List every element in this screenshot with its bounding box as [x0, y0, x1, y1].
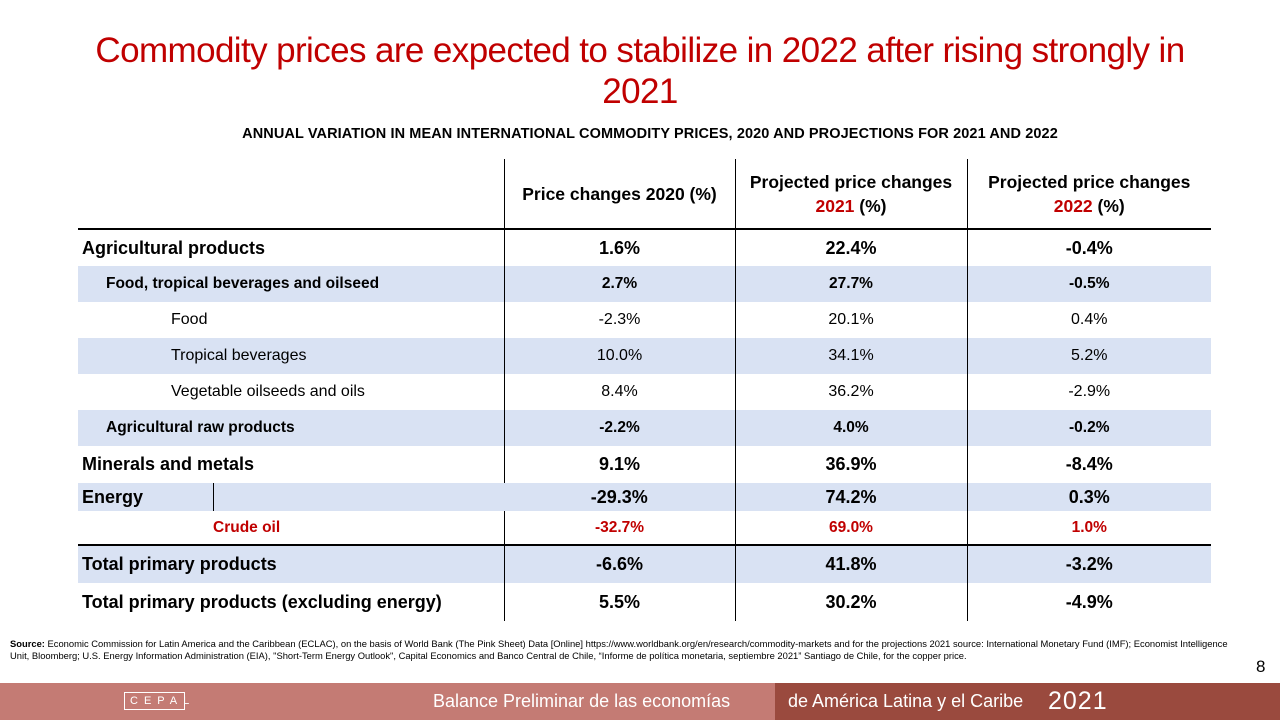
header-2022-year: 2022: [1053, 195, 1093, 216]
footer-bar: CEPAL Balance Preliminar de las economía…: [0, 683, 1280, 720]
header-2021-year: 2021: [815, 195, 855, 216]
value-2020: 8.4%: [503, 374, 735, 410]
footer-text-left: Balance Preliminar de las economías: [433, 691, 731, 711]
value-2022: 0.4%: [966, 302, 1211, 338]
value-2022: -0.2%: [966, 410, 1211, 446]
value-2021: 4.0%: [734, 410, 967, 446]
value-2021: 74.2%: [734, 483, 967, 511]
value-2021: 20.1%: [734, 302, 967, 338]
table-row: Crude oil -32.7% 69.0% 1.0%: [78, 511, 1211, 546]
value-2020: -6.6%: [503, 545, 735, 583]
commodity-price-table: Price changes 2020 (%) Projected price c…: [78, 159, 1211, 621]
value-2020: -2.3%: [503, 302, 735, 338]
row-label: Minerals and metals: [82, 454, 255, 474]
value-2022: -4.9%: [966, 583, 1211, 621]
value-2020: 9.1%: [503, 446, 735, 483]
value-2022: -8.4%: [966, 446, 1211, 483]
value-2020: -2.2%: [503, 410, 735, 446]
row-label: Agricultural raw products: [78, 410, 504, 446]
value-2021: 36.2%: [734, 374, 967, 410]
row-label: Energy: [78, 483, 213, 511]
table-row: Vegetable oilseeds and oils 8.4% 36.2% -…: [78, 374, 1211, 410]
value-2020: -29.3%: [504, 483, 735, 511]
value-2022: 1.0%: [966, 511, 1211, 546]
value-2020: -32.7%: [503, 511, 735, 546]
value-2021: 34.1%: [734, 338, 967, 374]
header-2022-line1: Projected price changes: [988, 171, 1191, 192]
crude-spacer: [78, 511, 213, 546]
value-2020: 5.5%: [503, 583, 735, 621]
slide-title: Commodity prices are expected to stabili…: [95, 31, 1185, 111]
value-2021: 69.0%: [734, 511, 967, 546]
value-2020: 2.7%: [503, 266, 735, 302]
table-row: Agricultural raw products -2.2% 4.0% -0.…: [78, 410, 1211, 446]
table-row: Energy -29.3% 74.2% 0.3%: [78, 483, 1211, 511]
table-row: Food -2.3% 20.1% 0.4%: [78, 302, 1211, 338]
energy-spacer: [212, 483, 504, 511]
header-2021-line1: Projected price changes: [749, 171, 953, 192]
value-2022: 5.2%: [966, 338, 1211, 374]
source-label: Source:: [10, 638, 45, 649]
value-2022: -0.4%: [966, 229, 1211, 266]
value-2021: 27.7%: [734, 266, 967, 302]
page-number: 8: [1256, 657, 1266, 676]
table-row: Total primary products -6.6% 41.8% -3.2%: [78, 545, 1211, 583]
value-2021: 36.9%: [734, 446, 967, 483]
table-subtitle: ANNUAL VARIATION IN MEAN INTERNATIONAL C…: [242, 126, 1058, 142]
footer-year: 2021: [1048, 687, 1108, 715]
table-row: Food, tropical beverages and oilseed 2.7…: [78, 266, 1211, 302]
table-row: Tropical beverages 10.0% 34.1% 5.2%: [78, 338, 1211, 374]
footer-left-band: [0, 683, 775, 720]
row-label: Total primary products: [78, 545, 504, 583]
value-2021: 30.2%: [734, 583, 967, 621]
row-label: Food, tropical beverages and oilseed: [78, 266, 504, 302]
source-text: Economic Commission for Latin America an…: [10, 638, 1228, 661]
header-2021: Projected price changes 2021 (%): [734, 159, 967, 230]
row-label: Vegetable oilseeds and oils: [171, 383, 365, 400]
row-label: Food: [171, 311, 208, 328]
header-blank: [78, 159, 504, 230]
row-label: Crude oil: [213, 511, 504, 546]
value-2021: 41.8%: [734, 545, 967, 583]
header-2022: Projected price changes 2022 (%): [966, 159, 1211, 230]
table-row: Total primary products (excluding energy…: [78, 583, 1211, 621]
value-2022: -0.5%: [966, 266, 1211, 302]
table-header-row: Price changes 2020 (%) Projected price c…: [78, 159, 1211, 230]
value-2021: 22.4%: [734, 229, 967, 266]
header-2020: Price changes 2020 (%): [503, 159, 735, 230]
row-label: Agricultural products: [82, 237, 266, 258]
footer-text-right: de América Latina y el Caribe: [788, 691, 1024, 711]
value-2022: -3.2%: [966, 545, 1211, 583]
cepal-logo: CEPAL: [124, 692, 189, 710]
table-row: Agricultural products 1.6% 22.4% -0.4%: [78, 229, 1211, 266]
table-row: Minerals and metals 9.1% 36.9% -8.4%: [78, 446, 1211, 483]
header-2021-suffix: (%): [854, 195, 887, 216]
value-2020: 10.0%: [503, 338, 735, 374]
value-2022: 0.3%: [966, 483, 1211, 511]
row-label: Tropical beverages: [78, 338, 504, 374]
row-label: Total primary products (excluding energy…: [82, 591, 442, 612]
source-note: Source: Economic Commission for Latin Am…: [10, 638, 1240, 662]
value-2022: -2.9%: [966, 374, 1211, 410]
header-2020-label: Price changes 2020 (%): [522, 183, 717, 204]
header-2022-suffix: (%): [1092, 195, 1125, 216]
value-2020: 1.6%: [503, 229, 735, 266]
